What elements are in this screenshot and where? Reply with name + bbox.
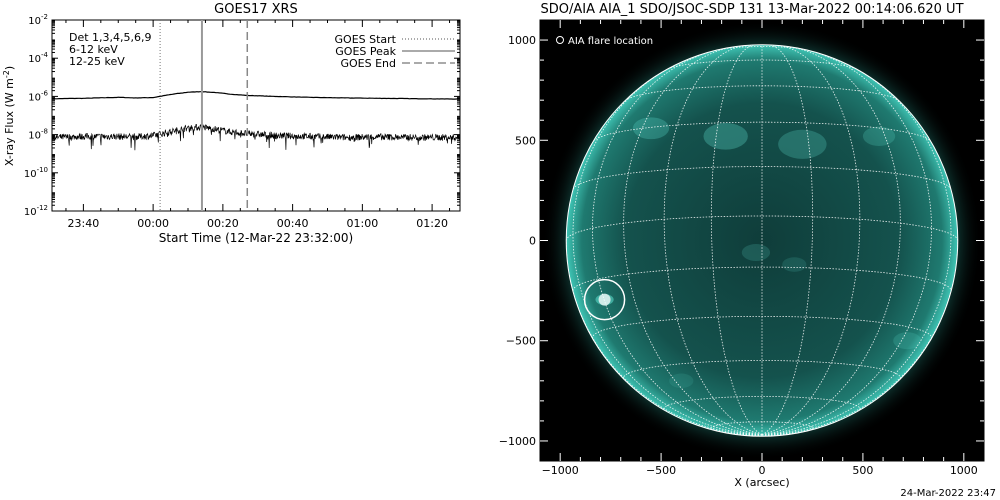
goes-band-low-label: 6-12 keV xyxy=(69,43,118,56)
goes-y-axis-label-unit-exp: -2 xyxy=(2,70,11,78)
flare-bright-point xyxy=(598,293,611,306)
flare-location-circle xyxy=(583,278,626,321)
aia-x-axis-label: X (arcsec) xyxy=(734,476,789,489)
aia-image-content xyxy=(542,21,982,460)
legend-goes-start-label: GOES Start xyxy=(335,33,397,46)
goes-title: GOES17 XRS xyxy=(214,2,298,17)
sun-active-region xyxy=(703,122,748,150)
grid-longitude-line xyxy=(663,44,763,436)
grid-latitude-line xyxy=(663,396,861,412)
goes-y-tick-label: 10-8 xyxy=(28,128,48,142)
footer-timestamp: 24-Mar-2022 23:47 xyxy=(900,488,996,499)
aia-y-tick-label: 0 xyxy=(529,235,536,248)
aia-title: SDO/AIA AIA_1 SDO/JSOC-SDP 131 13-Mar-20… xyxy=(540,2,963,17)
heliographic-grid xyxy=(566,44,958,437)
aia-x-tick-label: 500 xyxy=(852,464,873,477)
aia-y-tick-label: −1000 xyxy=(499,435,536,448)
grid-longitude-line xyxy=(761,46,901,436)
aia-x-tick-label: 1000 xyxy=(950,464,978,477)
aia-legend-symbol xyxy=(556,36,564,44)
sun-active-region xyxy=(632,117,670,140)
grid-longitude-line xyxy=(572,64,763,436)
aia-x-tick-label: −500 xyxy=(646,464,676,477)
aia-y-axis: −1000 −500 0 500 1000 xyxy=(499,34,984,448)
sun-active-region xyxy=(893,332,922,350)
aia-legend: AIA flare location xyxy=(556,36,653,47)
aia-x-tick-label: 0 xyxy=(759,464,766,477)
goes-xrs-chart: GOES17 XRS 10-12 10-10 10-8 10-6 10-4 10-2 23… xyxy=(2,2,461,245)
sun-active-region xyxy=(862,126,896,146)
goes-plot-frame xyxy=(51,19,461,212)
goes-y-tick-label: 10-2 xyxy=(28,13,48,27)
goes-x-tick-label: 23:40 xyxy=(68,217,100,230)
grid-longitude-line xyxy=(710,44,763,436)
goes-y-tick-label: 10-4 xyxy=(28,51,48,65)
goes-marker-legend: GOES Start GOES Peak GOES End xyxy=(335,33,455,70)
goes-x-tick-label: 01:20 xyxy=(416,217,448,230)
sun-limb xyxy=(565,44,959,437)
sun-disk xyxy=(566,44,958,437)
goes-x-tick-label: 00:00 xyxy=(137,217,169,230)
legend-goes-peak-label: GOES Peak xyxy=(335,45,396,58)
sun-active-region xyxy=(782,257,807,272)
goes-y-axis-label: X-ray Flux (W m-2) xyxy=(2,66,16,166)
grid-latitude-line xyxy=(572,266,952,291)
grid-longitude-line xyxy=(761,49,932,436)
grid-longitude-line xyxy=(592,49,763,436)
aia-legend-label: AIA flare location xyxy=(568,36,653,47)
goes-x-tick-label: 00:20 xyxy=(207,217,239,230)
aia-y-tick-label: −500 xyxy=(506,335,536,348)
aia-image-chart: SDO/AIA AIA_1 SDO/JSOC-SDP 131 13-Mar-20… xyxy=(499,2,985,489)
legend-goes-end-label: GOES End xyxy=(340,57,396,70)
sun-active-region xyxy=(778,129,827,159)
goes-x-tick-label: 00:40 xyxy=(277,217,309,230)
goes-y-tick-label: 10-6 xyxy=(28,89,48,103)
goes-y-tick-label: 10-12 xyxy=(24,204,48,218)
sun-active-region xyxy=(669,373,694,389)
goes-series-group xyxy=(52,91,460,151)
grid-longitude-line xyxy=(761,434,768,437)
aia-y-tick-label: 1000 xyxy=(508,34,536,47)
sun-active-region xyxy=(741,244,771,262)
grid-latitude-line xyxy=(566,215,958,241)
goes-band-high-label: 12-25 keV xyxy=(69,55,125,68)
grid-longitude-line xyxy=(761,44,861,436)
aia-x-tick-label: −1000 xyxy=(542,464,579,477)
goes-y-axis-label-close: ) xyxy=(3,66,16,70)
goes-detector-label: Det 1,3,4,5,6,9 xyxy=(69,31,152,44)
aia-x-axis: −1000 −500 0 500 1000 xyxy=(542,20,978,477)
goes-y-tick-label: 10-10 xyxy=(24,166,48,180)
goes-event-markers xyxy=(159,20,249,211)
goes-x-tick-label: 01:00 xyxy=(347,217,379,230)
grid-latitude-line xyxy=(623,360,901,380)
goes-x-axis-label: Start Time (12-Mar-22 23:32:00) xyxy=(159,231,353,245)
goes-y-axis-label-text: X-ray Flux (W m xyxy=(3,78,16,166)
grid-longitude-line xyxy=(623,46,763,436)
grid-longitude-line xyxy=(761,64,952,436)
goes-series-line xyxy=(52,91,460,100)
grid-longitude-line xyxy=(761,44,814,436)
goes-y-axis: 10-12 10-10 10-8 10-6 10-4 10-2 xyxy=(24,13,460,218)
goes-series-line xyxy=(52,123,460,151)
goes-x-axis: 23:40 00:00 00:20 00:40 01:00 01:20 xyxy=(65,20,451,230)
aia-y-tick-label: 500 xyxy=(515,134,536,147)
